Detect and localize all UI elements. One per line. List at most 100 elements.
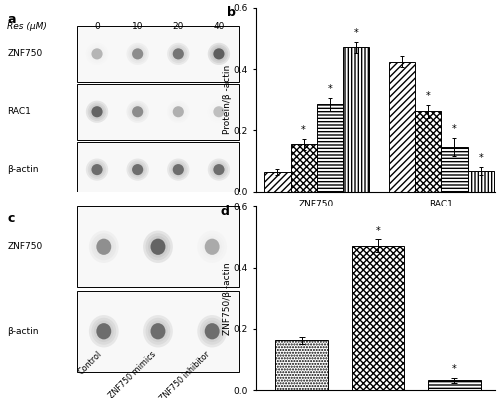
- Ellipse shape: [167, 158, 190, 181]
- Text: a: a: [8, 14, 16, 27]
- Ellipse shape: [214, 164, 224, 175]
- Text: *: *: [452, 364, 456, 374]
- Ellipse shape: [94, 236, 114, 258]
- Text: *: *: [328, 84, 332, 94]
- Ellipse shape: [128, 160, 147, 179]
- Ellipse shape: [171, 162, 186, 177]
- Bar: [76, 26, 239, 82]
- Ellipse shape: [86, 101, 108, 123]
- Text: *: *: [452, 125, 457, 135]
- Ellipse shape: [167, 43, 190, 65]
- Ellipse shape: [128, 45, 147, 63]
- Ellipse shape: [132, 48, 143, 59]
- Ellipse shape: [202, 320, 222, 342]
- Ellipse shape: [200, 318, 224, 345]
- Ellipse shape: [208, 158, 230, 181]
- Ellipse shape: [148, 236, 168, 258]
- Ellipse shape: [89, 315, 118, 347]
- Ellipse shape: [126, 43, 149, 65]
- Text: c: c: [8, 212, 15, 225]
- Text: ZNF750: ZNF750: [8, 49, 42, 59]
- Ellipse shape: [214, 48, 224, 59]
- Ellipse shape: [88, 160, 106, 179]
- Ellipse shape: [172, 106, 184, 117]
- Ellipse shape: [92, 106, 102, 117]
- Text: *: *: [426, 91, 430, 101]
- Ellipse shape: [132, 164, 143, 175]
- Ellipse shape: [198, 315, 227, 347]
- Ellipse shape: [92, 106, 102, 117]
- Bar: [276, 340, 328, 390]
- Bar: [416, 111, 442, 192]
- Ellipse shape: [208, 43, 230, 65]
- Ellipse shape: [169, 45, 188, 63]
- Ellipse shape: [172, 164, 184, 175]
- Ellipse shape: [126, 101, 149, 123]
- Ellipse shape: [212, 162, 226, 177]
- Ellipse shape: [92, 164, 102, 175]
- Bar: [316, 104, 343, 192]
- Text: *: *: [478, 154, 483, 164]
- Text: 10: 10: [132, 22, 143, 31]
- Bar: [290, 144, 316, 192]
- Ellipse shape: [130, 104, 145, 119]
- Ellipse shape: [143, 315, 173, 347]
- Ellipse shape: [130, 47, 145, 61]
- Text: ZNF750 inhibitor: ZNF750 inhibitor: [158, 349, 212, 398]
- Text: *: *: [301, 125, 306, 135]
- Text: ZNF750 mimics: ZNF750 mimics: [107, 349, 158, 398]
- Ellipse shape: [96, 323, 111, 339]
- Y-axis label: ZNF750/β -actin: ZNF750/β -actin: [223, 262, 232, 334]
- Ellipse shape: [150, 323, 166, 339]
- Bar: [389, 62, 415, 192]
- Ellipse shape: [172, 48, 184, 59]
- Bar: [76, 142, 239, 197]
- Bar: [352, 246, 405, 390]
- Ellipse shape: [146, 318, 171, 345]
- Bar: [76, 84, 239, 140]
- Ellipse shape: [210, 160, 228, 179]
- Text: *: *: [354, 28, 358, 38]
- Bar: [428, 380, 481, 390]
- Bar: [442, 147, 468, 192]
- Ellipse shape: [132, 106, 143, 117]
- Ellipse shape: [148, 320, 168, 342]
- Ellipse shape: [92, 233, 116, 260]
- Ellipse shape: [88, 103, 106, 121]
- Ellipse shape: [92, 48, 102, 59]
- Ellipse shape: [96, 323, 111, 339]
- Bar: [264, 172, 290, 192]
- Ellipse shape: [212, 47, 226, 61]
- Ellipse shape: [204, 323, 220, 339]
- Ellipse shape: [214, 164, 224, 175]
- Ellipse shape: [96, 239, 111, 255]
- Ellipse shape: [150, 323, 166, 339]
- Text: ZNF750: ZNF750: [8, 242, 42, 251]
- Text: RAC1: RAC1: [8, 107, 32, 116]
- Bar: [343, 47, 369, 192]
- Text: Control: Control: [76, 349, 104, 377]
- Text: 0: 0: [94, 22, 100, 31]
- Text: Res (μM): Res (μM): [8, 22, 48, 31]
- Ellipse shape: [172, 48, 184, 59]
- Text: b: b: [228, 6, 236, 19]
- Ellipse shape: [204, 323, 220, 339]
- Bar: [76, 291, 239, 372]
- Ellipse shape: [210, 45, 228, 63]
- Ellipse shape: [92, 164, 102, 175]
- Ellipse shape: [214, 106, 224, 117]
- Ellipse shape: [172, 164, 184, 175]
- Ellipse shape: [132, 164, 143, 175]
- Ellipse shape: [204, 239, 220, 255]
- Ellipse shape: [150, 239, 166, 255]
- Ellipse shape: [143, 230, 173, 263]
- Ellipse shape: [89, 230, 118, 263]
- Ellipse shape: [214, 48, 224, 59]
- Ellipse shape: [150, 239, 166, 255]
- Ellipse shape: [171, 47, 186, 61]
- Ellipse shape: [146, 233, 171, 260]
- Ellipse shape: [94, 320, 114, 342]
- Text: 40: 40: [213, 22, 224, 31]
- Ellipse shape: [86, 158, 108, 181]
- Text: β-actin: β-actin: [8, 327, 39, 336]
